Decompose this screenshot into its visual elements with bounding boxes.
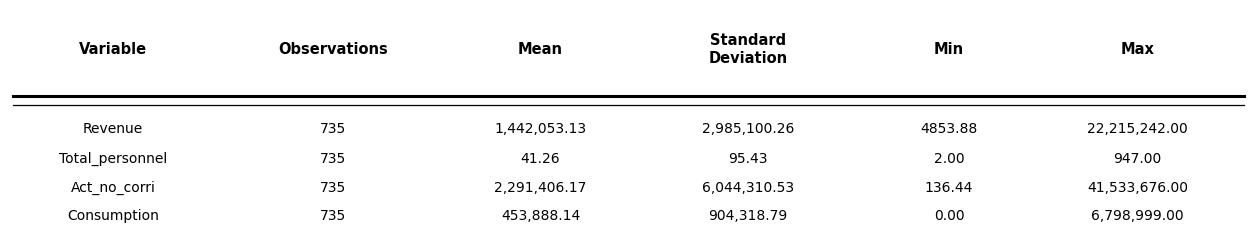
Text: 735: 735 xyxy=(321,209,346,223)
Text: 0.00: 0.00 xyxy=(934,209,964,223)
Text: Mean: Mean xyxy=(518,42,563,57)
Text: Max: Max xyxy=(1121,42,1154,57)
Text: Consumption: Consumption xyxy=(67,209,160,223)
Text: Variable: Variable xyxy=(79,42,147,57)
Text: Min: Min xyxy=(934,42,964,57)
Text: 735: 735 xyxy=(321,181,346,195)
Text: 904,318.79: 904,318.79 xyxy=(708,209,788,223)
Text: 735: 735 xyxy=(321,122,346,136)
Text: 2.00: 2.00 xyxy=(934,152,964,166)
Text: 735: 735 xyxy=(321,152,346,166)
Text: 136.44: 136.44 xyxy=(925,181,973,195)
Text: 41.26: 41.26 xyxy=(520,152,561,166)
Text: 41,533,676.00: 41,533,676.00 xyxy=(1087,181,1188,195)
Text: 6,798,999.00: 6,798,999.00 xyxy=(1091,209,1184,223)
Text: 947.00: 947.00 xyxy=(1114,152,1161,166)
Text: 1,442,053.13: 1,442,053.13 xyxy=(494,122,587,136)
Text: 6,044,310.53: 6,044,310.53 xyxy=(701,181,794,195)
Text: 2,291,406.17: 2,291,406.17 xyxy=(494,181,587,195)
Text: Standard
Deviation: Standard Deviation xyxy=(709,33,787,66)
Text: Total_personnel: Total_personnel xyxy=(59,152,167,166)
Text: 22,215,242.00: 22,215,242.00 xyxy=(1087,122,1188,136)
Text: Revenue: Revenue xyxy=(83,122,143,136)
Text: 2,985,100.26: 2,985,100.26 xyxy=(701,122,794,136)
Text: 453,888.14: 453,888.14 xyxy=(500,209,581,223)
Text: Act_no_corri: Act_no_corri xyxy=(70,181,156,195)
Text: 95.43: 95.43 xyxy=(728,152,768,166)
Text: 4853.88: 4853.88 xyxy=(920,122,978,136)
Text: Observations: Observations xyxy=(278,42,388,57)
